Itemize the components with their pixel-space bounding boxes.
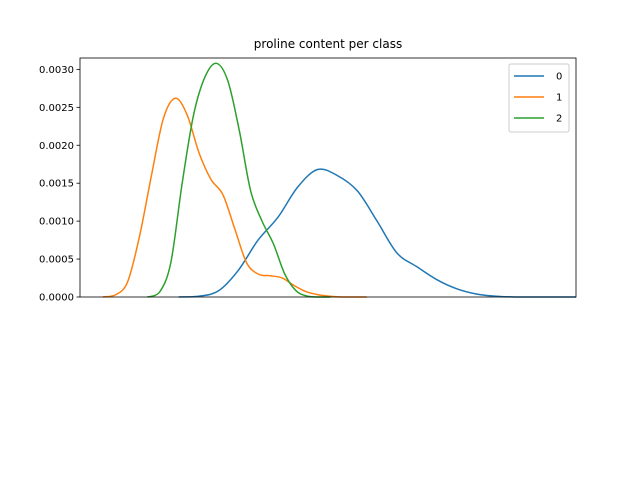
- series-line-2: [147, 62, 331, 298]
- legend-box: [508, 63, 570, 133]
- y-tick-label: 0.0000: [39, 293, 74, 304]
- legend-label-1: 1: [556, 93, 562, 104]
- y-axis-ticks: 0.0000 0.0005 0.0010 0.0015 0.0020 0.0025 0.00…: [39, 65, 80, 304]
- legend-label-0: 0: [556, 72, 562, 83]
- plot-area: [80, 58, 576, 297]
- series-line-1: [102, 97, 367, 298]
- plot-frame: [79, 57, 577, 298]
- legend: 0 1 2: [508, 63, 570, 133]
- y-tick-label: 0.0025: [39, 103, 74, 114]
- y-tick-label: 0.0015: [39, 179, 74, 190]
- y-tick-label: 0.0010: [39, 217, 74, 228]
- legend-label-2: 2: [556, 114, 562, 125]
- y-tick-label: 0.0030: [39, 65, 74, 76]
- y-tick-label: 0.0005: [39, 255, 74, 266]
- y-tick-label: 0.0020: [39, 141, 74, 152]
- chart-title: proline content per class: [254, 37, 402, 51]
